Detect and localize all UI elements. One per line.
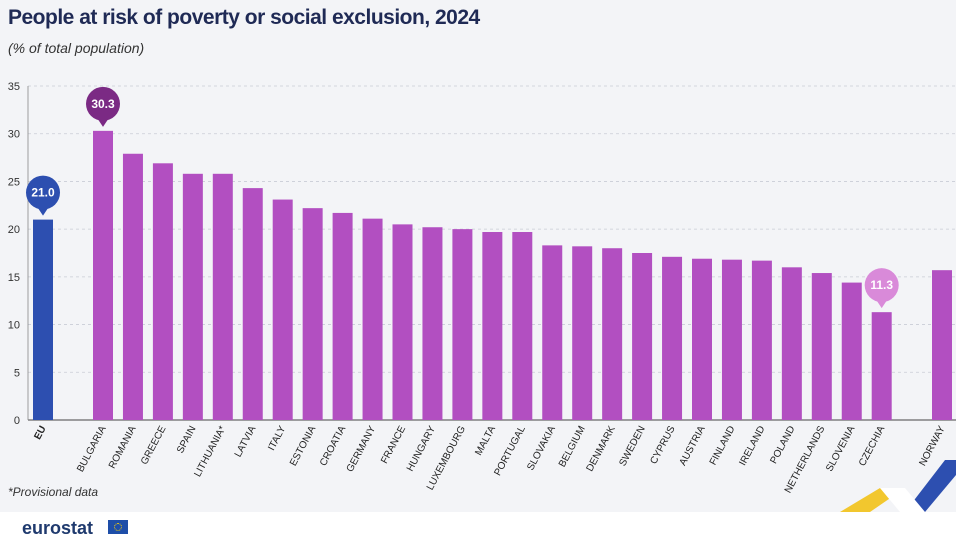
bar-eu[interactable] [33, 219, 53, 420]
x-tick-label: CYPRUS [648, 424, 677, 466]
bar-hungary[interactable] [422, 227, 443, 420]
bar-belgium[interactable] [572, 246, 593, 420]
callout-eu: 21.0 [26, 175, 60, 216]
x-tick-label: PORTUGAL [492, 424, 528, 478]
bar-latvia[interactable] [242, 188, 263, 420]
bar-denmark[interactable] [602, 248, 623, 420]
bar-netherlands[interactable] [811, 273, 832, 420]
bar-ireland[interactable] [751, 260, 772, 420]
bar-portugal[interactable] [512, 232, 533, 420]
x-tick-label: LATVIA [233, 424, 259, 459]
chart-subtitle: (% of total population) [8, 40, 145, 56]
x-tick-label: FINLAND [708, 424, 738, 467]
bar-czechia[interactable] [871, 312, 892, 420]
bar-finland[interactable] [721, 259, 742, 420]
x-tick-label: LITHUANIA* [192, 424, 228, 479]
y-tick-label: 10 [8, 320, 20, 332]
bar-greece[interactable] [152, 163, 173, 420]
footer-bar: eurostat [0, 512, 956, 540]
chart-title: People at risk of poverty or social excl… [8, 6, 480, 29]
bar-romania[interactable] [122, 153, 143, 421]
callout-bubble [26, 175, 60, 210]
y-tick-label: 15 [8, 272, 20, 284]
decorative-white-chevron [880, 488, 925, 512]
x-tick-label: AUSTRIA [678, 424, 708, 468]
bar-poland[interactable] [781, 267, 802, 420]
bar-france[interactable] [392, 224, 413, 420]
bar-lithuania[interactable] [212, 173, 233, 420]
x-tick-label: DENMARK [585, 424, 618, 474]
x-tick-label: MALTA [473, 424, 498, 458]
x-tick-label: CZECHIA [857, 424, 887, 468]
bar-malta[interactable] [482, 232, 503, 420]
bar-luxembourg[interactable] [452, 229, 473, 420]
bar-sweden[interactable] [632, 253, 653, 420]
callout-bubble [864, 268, 899, 303]
y-tick-label: 0 [14, 415, 20, 427]
bar-spain[interactable] [182, 173, 203, 420]
bar-croatia[interactable] [332, 212, 353, 420]
bar-slovakia[interactable] [542, 245, 563, 420]
data-label: 11.3 [870, 278, 893, 292]
y-tick-label: 20 [8, 224, 20, 236]
x-tick-label: ROMANIA [107, 424, 139, 471]
y-tick-label: 35 [8, 81, 20, 93]
x-tick-label: NORWAY [917, 424, 947, 468]
bar-germany[interactable] [362, 218, 383, 420]
y-tick-label: 5 [14, 367, 20, 379]
bar-layer [33, 130, 952, 421]
data-label: 21.0 [31, 186, 55, 200]
x-tick-label: SLOVAKIA [525, 424, 558, 472]
eurostat-logo[interactable]: eurostat [22, 518, 94, 538]
callout-layer: 21.0 30.3 11.3 [26, 86, 899, 309]
bar-bulgaria[interactable] [93, 130, 113, 420]
x-tick-label: BELGIUM [557, 424, 588, 469]
x-tick-label: HUNGARY [405, 424, 438, 473]
callout-bulgaria: 30.3 [86, 86, 120, 127]
y-tick-label: 30 [8, 129, 20, 141]
eu-flag-icon [108, 520, 128, 534]
callout-czechia: 11.3 [864, 268, 899, 309]
bar-austria[interactable] [692, 258, 712, 420]
bar-italy[interactable] [272, 199, 293, 420]
x-tick-label: SLOVENIA [824, 424, 857, 474]
bar-cyprus[interactable] [662, 256, 683, 420]
x-tick-label: EU [32, 424, 48, 441]
x-tick-label: ESTONIA [288, 424, 318, 468]
bar-norway[interactable] [932, 270, 952, 420]
x-tick-label: POLAND [768, 424, 797, 465]
x-tick-label: GERMANY [345, 424, 379, 474]
x-tick-label: SPAIN [175, 424, 198, 455]
data-label: 30.3 [91, 97, 115, 111]
x-tick-label: CROATIA [318, 424, 348, 468]
decorative-blue-chevron [905, 460, 956, 512]
x-tick-label: IRELAND [737, 424, 767, 467]
x-tick-label: SWEDEN [617, 424, 647, 468]
footnote: *Provisional data [8, 485, 99, 499]
callout-bubble [86, 86, 120, 121]
x-tick-label: BULGARIA [75, 424, 109, 474]
bar-estonia[interactable] [302, 208, 323, 420]
bar-slovenia[interactable] [841, 282, 862, 420]
x-tick-label: GREECE [139, 424, 169, 467]
x-tick-label: FRANCE [379, 424, 408, 466]
y-tick-label: 25 [8, 176, 20, 188]
x-tick-label: ITALY [266, 424, 288, 453]
